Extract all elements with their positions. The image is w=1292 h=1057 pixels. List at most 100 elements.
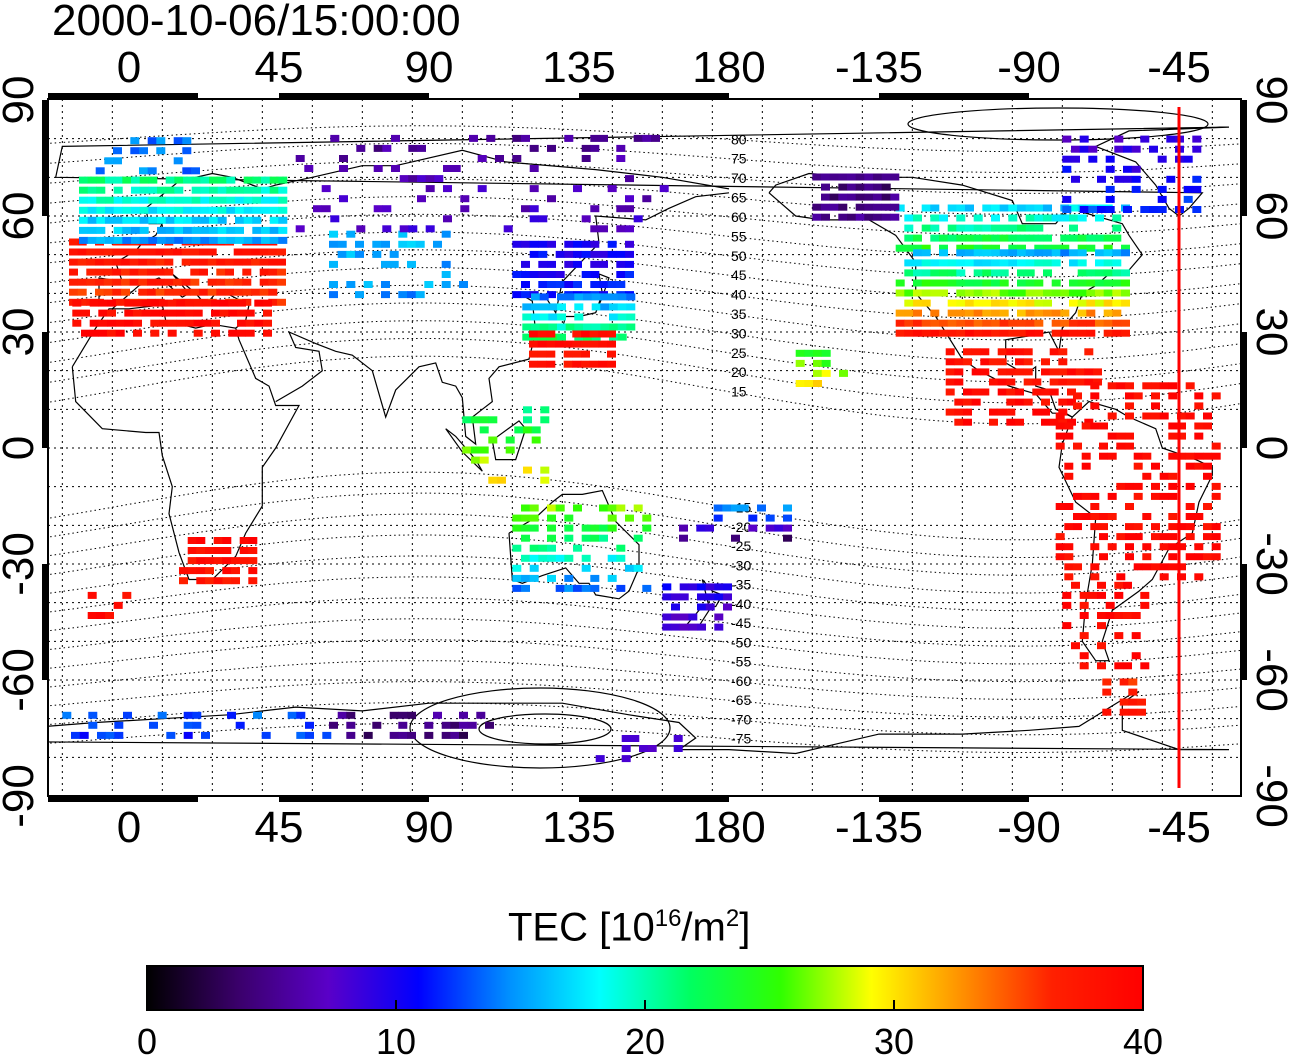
tec-cell [547,271,556,278]
tec-cell [398,240,408,248]
tec-cell [565,293,575,301]
tec-cell [417,144,426,152]
tec-cell [904,244,914,252]
tec-cell [79,206,88,214]
tec-cell [980,388,990,396]
tec-cell [1203,533,1212,541]
tec-cell [196,567,206,575]
tec-cell [812,173,822,181]
tec-cell [572,360,582,368]
tec-cell [1131,145,1141,153]
tec-cell [1099,513,1108,520]
tec-cell [1062,591,1072,599]
tec-cell [1077,289,1087,297]
tec-cell [124,299,134,307]
tec-cell [838,193,848,201]
tec-cell [122,226,132,234]
tec-cell [355,250,364,258]
tec-cell [1168,472,1178,480]
tec-cell [322,731,332,739]
tec-cell [200,216,210,224]
tec-cell [980,348,990,356]
tec-cell [921,319,931,327]
tec-cell [589,330,599,338]
tec-cell [1071,581,1080,589]
tec-cell [131,186,140,194]
tec-cell [1043,269,1052,277]
tec-cell [1168,422,1178,430]
tec-cell [1168,553,1178,561]
tec-cell [1006,398,1016,406]
tec-cell [407,291,416,299]
tec-cell [1105,165,1115,173]
tec-cell [1185,382,1195,390]
tec-cell [433,240,442,248]
tec-cell [183,196,192,204]
tec-cell [1017,244,1026,252]
tec-cell [356,144,366,152]
tec-cell [196,557,206,565]
tec-cell [1157,195,1167,203]
tec-cell [205,567,214,575]
tec-cell [107,319,116,327]
tec-cell [1043,259,1052,267]
tec-cell [269,206,279,214]
tec-cell [459,731,468,739]
tec-cell [956,249,966,257]
tec-cell [609,323,618,331]
tec-cell [1075,378,1085,386]
tec-cell [1069,259,1078,267]
tec-cell [159,299,168,307]
tec-cell [1121,279,1130,287]
tec-cell [1017,279,1026,287]
tec-cell [997,348,1007,356]
tec-cell [69,278,78,286]
tec-cell [581,271,591,278]
tec-cell [616,225,626,233]
tec-cell [581,215,591,223]
tec-cell [89,319,99,327]
tec-cell [488,436,498,444]
tec-cell [531,436,541,444]
tec-cell [1114,175,1124,183]
tec-cell [1151,462,1160,470]
tec-cell [1107,543,1117,551]
tec-cell [774,524,784,532]
tec-cell [148,196,158,204]
tec-cell [217,236,227,244]
tec-cell [1077,329,1087,337]
tec-cell [363,281,373,288]
tec-cell [1151,523,1160,531]
tec-cell [1125,412,1134,420]
tec-cell [1121,289,1130,297]
tec-cell [185,309,194,317]
tec-cell [921,269,931,277]
tec-cell [547,524,556,532]
tec-cell [1099,553,1108,561]
tec-cell [165,206,175,214]
tec-cell [547,504,556,512]
tec-cell [997,408,1007,416]
tec-cell [538,281,548,288]
tec-cell [121,278,130,286]
tec-cell [574,323,584,331]
tec-cell [173,278,182,286]
tec-cell [1090,503,1100,510]
tec-cell [339,155,348,162]
tec-cell [626,303,636,311]
tec-cell [1125,432,1134,440]
tec-cell [459,281,468,288]
contour-label: 60 [731,209,747,225]
tec-cell [514,426,524,434]
tec-cell [522,323,532,331]
tec-cell [783,524,792,532]
tec-cell [389,260,399,268]
tec-cell [1008,289,1018,297]
tec-cell [278,176,288,184]
tec-cell [1168,432,1178,440]
tec-cell [269,196,279,204]
tec-cell [555,281,565,288]
tec-cell [95,248,104,256]
tec-cell [209,236,218,244]
tec-cell [609,313,618,321]
